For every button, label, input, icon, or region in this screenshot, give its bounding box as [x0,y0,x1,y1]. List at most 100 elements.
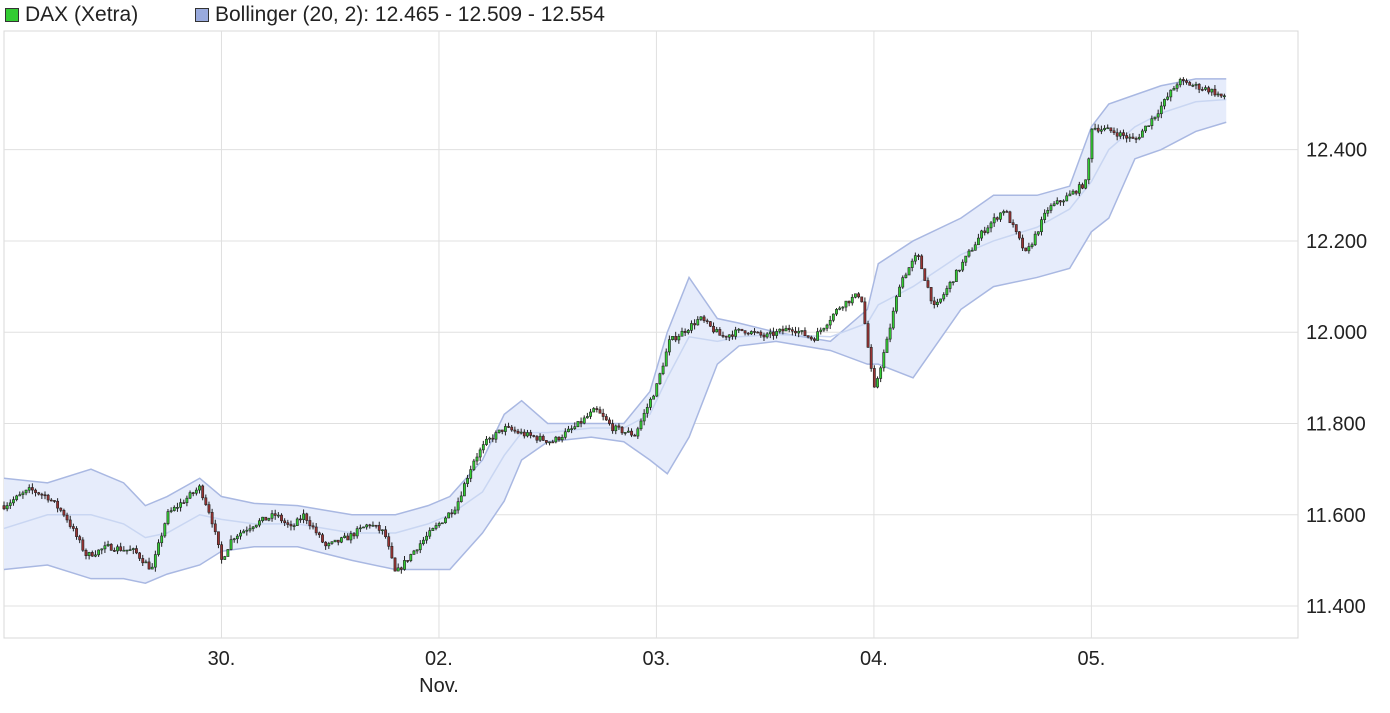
candle-body [731,334,734,337]
candle-body [910,260,914,268]
candle-body [1043,212,1047,220]
x-tick-sublabel: Nov. [419,675,459,697]
candle-body [806,335,810,338]
candle-body [261,516,264,522]
candle-body [626,430,630,433]
candle-body [1118,132,1122,137]
candle-body [412,550,416,555]
candle-body [355,528,359,537]
candle-body [84,549,88,556]
candle-body [1087,158,1091,181]
candle-body [305,513,309,521]
candle-body [97,549,101,556]
candle-body [194,489,198,494]
candle-body [377,525,381,531]
candle-body [1128,136,1132,139]
candle-body [1144,125,1147,132]
candle-body [519,431,523,434]
candle-body [860,296,864,303]
candle-body [119,546,123,551]
candle-body [942,294,946,300]
candle-body [611,423,615,432]
candle-body [65,514,69,521]
legend-item-bollinger[interactable]: Bollinger (20, 2): 12.465 - 12.509 - 12.… [195,3,605,27]
candle-body [109,543,113,551]
candle-body [1147,125,1151,128]
candle-body [1131,136,1135,139]
candle-body [980,230,983,239]
candle-body [198,485,201,491]
candle-body [188,492,192,499]
candle-body [718,329,722,336]
candle-body [18,494,22,497]
candle-body [765,333,769,338]
candle-body [437,523,441,526]
bollinger-upper-line [3,78,1227,516]
candle-body [585,416,589,419]
candle-body [743,330,747,334]
y-tick-label: 12.200 [1306,231,1367,253]
candle-body [923,268,927,281]
candle-body [1077,184,1081,194]
candle-body [579,421,583,424]
candle-body [466,478,469,484]
candle-body [381,529,384,532]
x-tick-label: 30. [208,648,236,670]
candle-body [1093,127,1097,130]
candle-body [967,250,971,257]
candle-body [1134,138,1138,140]
candle-body [1005,211,1009,213]
candle-body [1181,79,1185,81]
candle-body [608,419,611,424]
candle-body [913,255,917,262]
candle-body [872,368,876,388]
candle-body [1137,136,1141,140]
candle-body [992,217,996,224]
candle-body [81,539,85,551]
candle-body [144,561,148,564]
candle-body [494,432,498,440]
candle-body [1175,84,1179,89]
candle-body [926,280,930,288]
candle-body [800,330,804,332]
candle-body [598,409,602,414]
candle-body [945,288,949,295]
candle-body [478,449,482,458]
candle-body [595,408,599,410]
candle-body [321,534,324,543]
candle-body [589,411,592,417]
candle-body [554,436,558,443]
candle-body [1156,113,1160,118]
candle-body [813,338,816,341]
candle-body [336,539,340,543]
candle-body [667,339,671,353]
y-tick-label: 11.800 [1306,413,1366,435]
candle-body [406,560,410,562]
candle-body [242,530,246,534]
candle-body [775,331,778,336]
candle-body [567,428,570,433]
candle-body [901,277,905,288]
candle-body [986,227,990,233]
candle-body [245,529,249,532]
candle-body [422,539,425,545]
legend-item-series[interactable]: DAX (Xetra) [5,3,138,27]
candle-body [538,435,542,441]
candle-body [620,426,624,434]
candle-body [932,300,936,305]
candle-body [869,346,873,369]
candle-body [809,336,813,340]
candle-body [756,331,760,334]
candle-body [1002,211,1006,214]
candle-body [1052,203,1056,206]
candle-body [1081,184,1084,189]
bollinger-lower-line [3,121,1227,585]
candle-body [677,335,681,341]
candle-body [317,532,321,536]
candle-body [1185,80,1188,83]
candle-body [1099,129,1103,132]
candle-body [708,321,712,327]
y-tick-label: 12.400 [1306,140,1367,162]
candle-body [983,230,987,233]
candle-body [418,543,422,551]
